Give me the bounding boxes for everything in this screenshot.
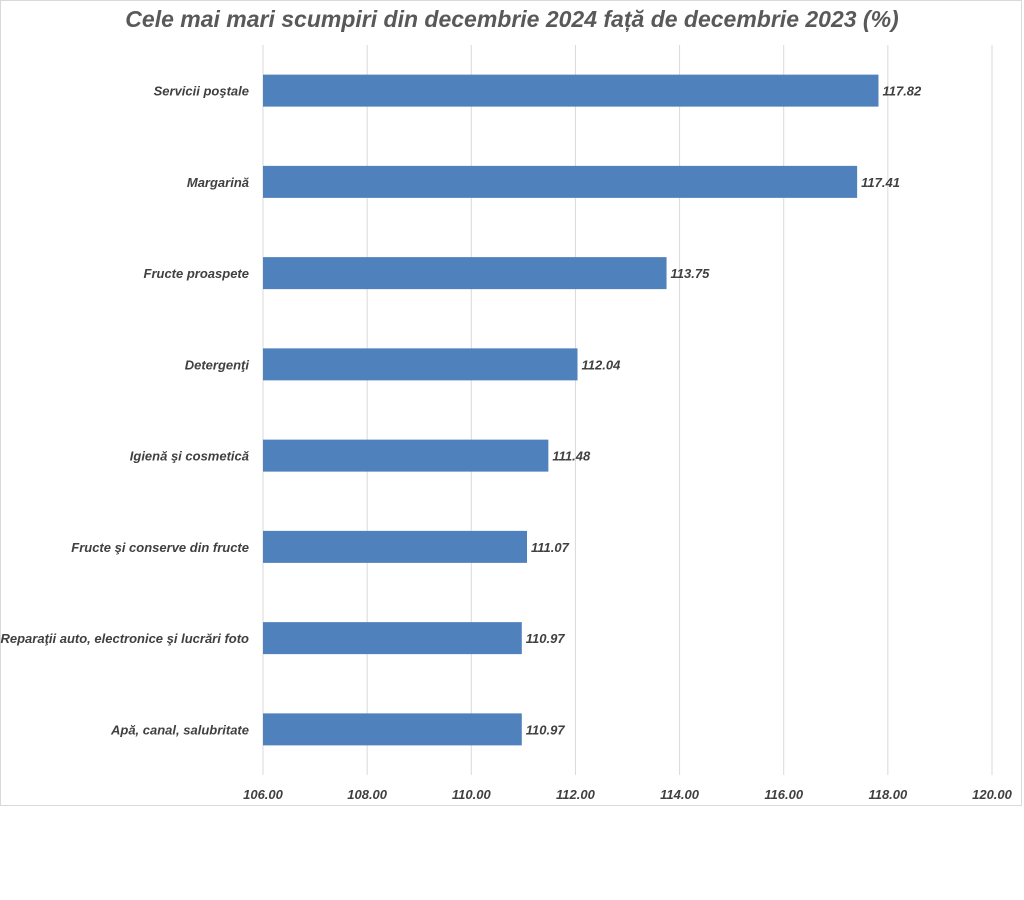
x-tick-label: 112.00 [556,787,596,802]
bar [263,530,528,563]
x-tick-label: 114.00 [660,787,700,802]
category-label: Servicii poştale [154,84,249,99]
bar [263,257,667,290]
category-label: Margarină [187,175,249,190]
bar [263,348,578,381]
bar [263,439,549,472]
data-label: 113.75 [671,266,711,281]
gridlines [262,45,993,775]
category-label: Detergenţi [185,357,250,372]
bar [263,713,522,746]
x-tick-label: 118.00 [868,787,908,802]
data-label: 117.82 [882,84,922,99]
category-label: Reparaţii auto, electronice şi lucrări f… [0,631,249,646]
data-label: 111.48 [552,449,591,464]
category-label: Igienă şi cosmetică [130,449,249,464]
x-tick-label: 106.00 [243,787,284,802]
x-tick-label: 110.00 [452,787,492,802]
chart-frame [0,0,1022,806]
category-label: Fructe şi conserve din fructe [71,540,249,555]
bar [263,165,858,198]
category-label: Apă, canal, salubritate [110,722,249,737]
data-label: 112.04 [582,357,622,372]
x-tick-label: 116.00 [764,787,804,802]
labels: 106.00 108.00 110.00 112.00 114.00 116.00 118.… [0,84,1012,802]
x-tick-label: 120.00 [972,787,1013,802]
data-label: 110.97 [526,631,566,646]
bars [263,74,879,746]
chart-title: Cele mai mari scumpiri din decembrie 202… [125,6,899,32]
data-label: 110.97 [526,722,566,737]
data-label: 117.41 [861,175,900,190]
x-tick-label: 108.00 [347,787,388,802]
bar [263,622,522,655]
category-label: Fructe proaspete [144,266,249,281]
data-label: 111.07 [531,540,570,555]
bar [263,74,879,107]
